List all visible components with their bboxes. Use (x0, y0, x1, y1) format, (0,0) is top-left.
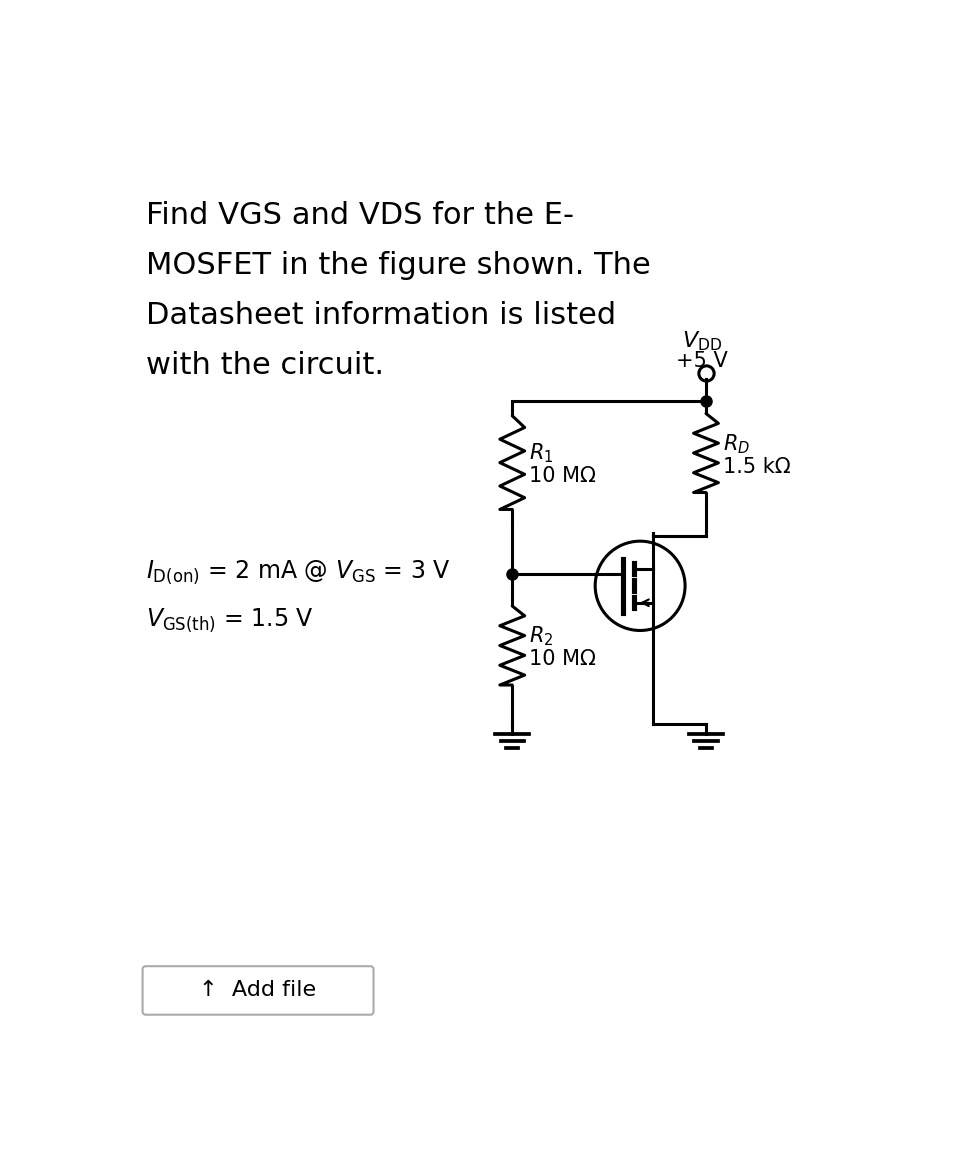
Text: ↑  Add file: ↑ Add file (199, 981, 316, 1001)
Text: Datasheet information is listed: Datasheet information is listed (146, 301, 616, 330)
Text: 10 MΩ: 10 MΩ (529, 467, 597, 487)
Text: $R_1$: $R_1$ (529, 441, 554, 466)
Text: $V_{\rm GS(th)}$ = 1.5 V: $V_{\rm GS(th)}$ = 1.5 V (146, 606, 313, 635)
Text: MOSFET in the figure shown. The: MOSFET in the figure shown. The (146, 251, 651, 280)
Text: $R_D$: $R_D$ (723, 432, 750, 455)
Text: 10 MΩ: 10 MΩ (529, 650, 597, 670)
Text: $V_{\rm DD}$: $V_{\rm DD}$ (682, 330, 722, 353)
Text: Find VGS and VDS for the E-: Find VGS and VDS for the E- (146, 201, 573, 230)
FancyBboxPatch shape (142, 967, 373, 1015)
Text: with the circuit.: with the circuit. (146, 351, 384, 380)
Text: 1.5 kΩ: 1.5 kΩ (723, 456, 791, 477)
Text: $I_{\rm D(on)}$ = 2 mA @ $V_{\rm GS}$ = 3 V: $I_{\rm D(on)}$ = 2 mA @ $V_{\rm GS}$ = … (146, 560, 451, 586)
Text: +5 V: +5 V (676, 351, 728, 371)
Text: $R_2$: $R_2$ (529, 624, 554, 647)
